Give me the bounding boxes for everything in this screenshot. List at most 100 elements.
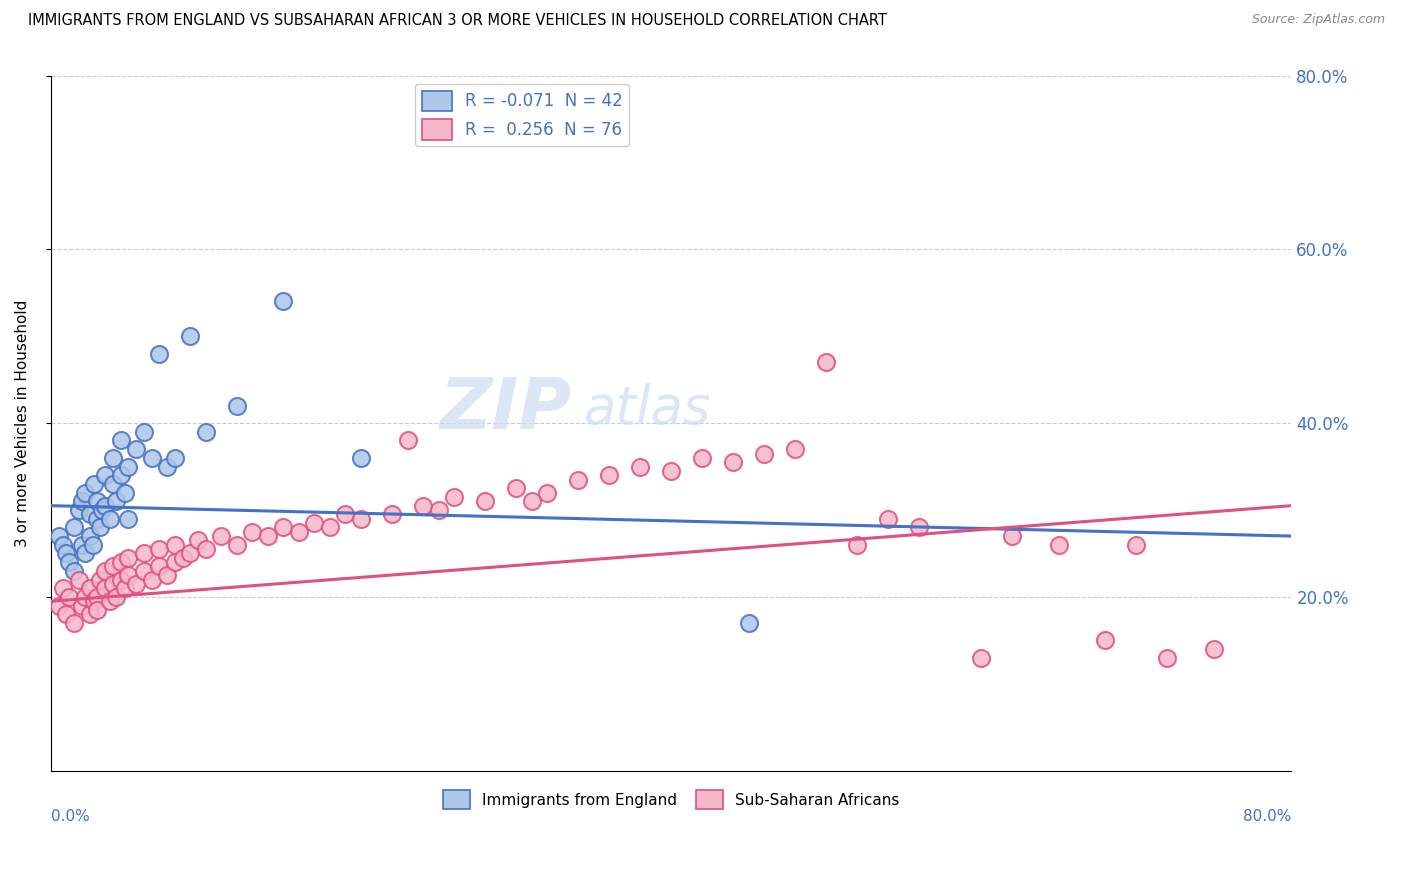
Point	[350, 450, 373, 465]
Point	[101, 477, 124, 491]
Point	[815, 355, 838, 369]
Point	[101, 577, 124, 591]
Point	[1001, 529, 1024, 543]
Point	[754, 446, 776, 460]
Point	[659, 464, 682, 478]
Point	[117, 512, 139, 526]
Point	[67, 503, 90, 517]
Point	[273, 520, 295, 534]
Point	[148, 559, 170, 574]
Point	[209, 529, 232, 543]
Point	[98, 512, 121, 526]
Point	[257, 529, 280, 543]
Point	[194, 542, 217, 557]
Point	[148, 542, 170, 557]
Point	[721, 455, 744, 469]
Point	[63, 615, 86, 630]
Point	[1047, 538, 1070, 552]
Point	[94, 499, 117, 513]
Point	[110, 468, 132, 483]
Point	[117, 568, 139, 582]
Point	[83, 594, 105, 608]
Point	[1202, 642, 1225, 657]
Point	[141, 573, 163, 587]
Point	[319, 520, 342, 534]
Point	[598, 468, 620, 483]
Text: Source: ZipAtlas.com: Source: ZipAtlas.com	[1251, 13, 1385, 27]
Point	[79, 607, 101, 622]
Point	[350, 512, 373, 526]
Point	[89, 573, 111, 587]
Point	[288, 524, 311, 539]
Point	[273, 294, 295, 309]
Point	[628, 459, 651, 474]
Point	[70, 599, 93, 613]
Point	[785, 442, 807, 457]
Point	[70, 538, 93, 552]
Point	[179, 546, 201, 560]
Point	[48, 599, 70, 613]
Point	[58, 555, 80, 569]
Point	[520, 494, 543, 508]
Point	[94, 468, 117, 483]
Point	[877, 512, 900, 526]
Point	[412, 499, 434, 513]
Legend: Immigrants from England, Sub-Saharan Africans: Immigrants from England, Sub-Saharan Afr…	[436, 784, 905, 815]
Point	[536, 485, 558, 500]
Point	[114, 485, 136, 500]
Point	[79, 529, 101, 543]
Point	[83, 477, 105, 491]
Point	[156, 568, 179, 582]
Point	[55, 546, 77, 560]
Point	[427, 503, 450, 517]
Point	[474, 494, 496, 508]
Point	[381, 508, 404, 522]
Point	[67, 573, 90, 587]
Point	[163, 555, 186, 569]
Point	[194, 425, 217, 439]
Point	[505, 481, 527, 495]
Point	[70, 494, 93, 508]
Point	[101, 450, 124, 465]
Point	[242, 524, 264, 539]
Point	[226, 538, 249, 552]
Point	[226, 399, 249, 413]
Point	[172, 550, 194, 565]
Point	[163, 450, 186, 465]
Point	[970, 650, 993, 665]
Point	[335, 508, 357, 522]
Point	[1094, 633, 1116, 648]
Point	[86, 494, 108, 508]
Point	[98, 594, 121, 608]
Point	[73, 546, 96, 560]
Point	[89, 520, 111, 534]
Point	[141, 450, 163, 465]
Point	[94, 581, 117, 595]
Point	[187, 533, 209, 548]
Point	[567, 473, 589, 487]
Point	[690, 450, 713, 465]
Y-axis label: 3 or more Vehicles in Household: 3 or more Vehicles in Household	[15, 300, 30, 547]
Point	[117, 550, 139, 565]
Point	[73, 590, 96, 604]
Point	[132, 546, 155, 560]
Point	[94, 564, 117, 578]
Point	[125, 442, 148, 457]
Text: ZIP: ZIP	[440, 375, 572, 443]
Point	[58, 590, 80, 604]
Text: IMMIGRANTS FROM ENGLAND VS SUBSAHARAN AFRICAN 3 OR MORE VEHICLES IN HOUSEHOLD CO: IMMIGRANTS FROM ENGLAND VS SUBSAHARAN AF…	[28, 13, 887, 29]
Point	[91, 503, 114, 517]
Point	[73, 485, 96, 500]
Point	[104, 494, 127, 508]
Text: 0.0%: 0.0%	[51, 809, 90, 824]
Point	[79, 508, 101, 522]
Point	[304, 516, 326, 530]
Point	[846, 538, 869, 552]
Point	[82, 538, 104, 552]
Point	[117, 459, 139, 474]
Point	[86, 590, 108, 604]
Point	[179, 329, 201, 343]
Point	[737, 615, 759, 630]
Point	[86, 512, 108, 526]
Point	[110, 573, 132, 587]
